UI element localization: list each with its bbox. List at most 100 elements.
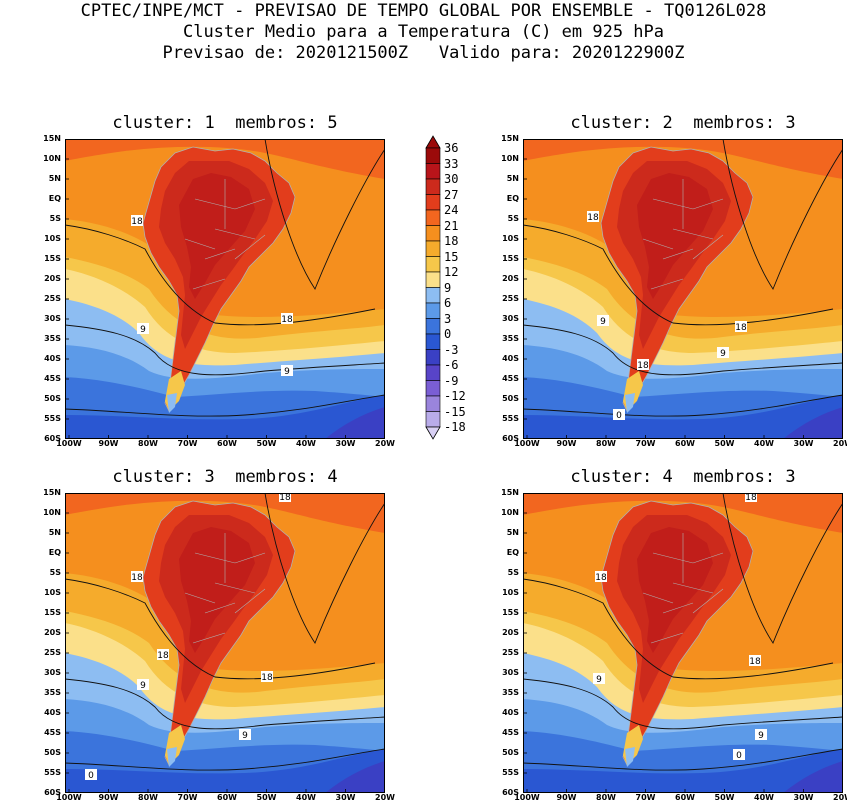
colorbar-label: 27	[444, 187, 459, 202]
lat-tick-label: 25S	[502, 294, 519, 303]
lon-tick-label: 100W	[514, 439, 540, 448]
lon-tick-label: 70W	[177, 439, 198, 448]
lat-tick-label: EQ	[506, 548, 519, 557]
contour-label: 0	[85, 769, 97, 781]
lon-tick-label: 50W	[256, 439, 277, 448]
colorbar-segment	[425, 256, 441, 273]
lat-tick-label: EQ	[506, 194, 519, 203]
colorbar-segment	[425, 411, 441, 428]
svg-text:18: 18	[157, 651, 169, 661]
lat-tick-label: 45S	[502, 374, 519, 383]
lon-tick-label: 40W	[754, 439, 774, 448]
title-line-2: Cluster Medio para a Temperatura (C) em …	[182, 22, 665, 42]
contour-label: 18	[157, 649, 169, 661]
colorbar-segment	[425, 364, 441, 381]
lat-tick-label: 55S	[44, 414, 61, 423]
colorbar-label: -6	[444, 358, 459, 372]
lat-tick-label: 5S	[507, 568, 519, 577]
title-line-1: CPTEC/INPE/MCT - PREVISAO DE TEMPO GLOBA…	[80, 1, 767, 21]
lat-tick-label: 45S	[44, 374, 61, 383]
lat-tick-label: EQ	[48, 548, 61, 557]
colorbar-label: -15	[444, 404, 466, 419]
colorbar-label: 3	[444, 311, 452, 326]
panel-2-title: cluster: 2 membros: 3	[570, 113, 796, 133]
colorbar-segment	[425, 380, 441, 397]
svg-text:18: 18	[595, 573, 607, 583]
colorbar-label: 9	[444, 280, 452, 295]
contour-label: 0	[613, 409, 625, 421]
contour-label: 18	[281, 313, 293, 325]
svg-text:18: 18	[735, 323, 747, 333]
colorbar-label: 30	[444, 172, 459, 186]
lat-tick-label: 30S	[44, 314, 61, 323]
lat-tick-label: 40S	[502, 708, 519, 717]
svg-text:18: 18	[281, 315, 293, 325]
colorbar-segment	[425, 333, 441, 350]
contour-label: 9	[717, 347, 729, 359]
contour-label: 9	[593, 673, 605, 685]
contour-9	[523, 324, 843, 376]
colorbar-label: 0	[444, 327, 452, 341]
lon-tick-label: 90W	[98, 439, 119, 448]
colorbar-segment	[425, 349, 441, 366]
contour-label: 9	[755, 729, 767, 741]
contour-0	[65, 748, 385, 771]
lat-tick-label: 20S	[44, 628, 61, 637]
lon-tick-label: 80W	[138, 793, 158, 802]
contour-0	[523, 394, 843, 417]
lon-tick-label: 60W	[675, 439, 695, 448]
lat-tick-label: 15N	[501, 488, 519, 497]
map-panel-cluster-2: 18 18 9 18 9 0	[523, 139, 843, 439]
lat-tick-label: 60S	[44, 788, 61, 797]
svg-text:0: 0	[88, 771, 94, 781]
svg-text:9: 9	[140, 681, 146, 691]
colorbar-segment	[425, 163, 441, 180]
colorbar-label: 21	[444, 218, 459, 233]
lat-tick-label: 35S	[44, 688, 61, 697]
svg-text:9: 9	[758, 731, 764, 741]
colorbar-label: 18	[444, 234, 459, 248]
svg-text:9: 9	[720, 349, 726, 359]
lon-tick-label: 80W	[596, 793, 616, 802]
lat-tick-label: 35S	[502, 688, 519, 697]
lon-tick-label: 70W	[177, 793, 198, 802]
lat-tick-label: 15S	[44, 254, 61, 263]
lon-tick-label: 40W	[754, 793, 774, 802]
lat-tick-label: 15S	[44, 608, 61, 617]
lat-tick-label: 20S	[502, 274, 519, 283]
lat-tick-label: 30S	[502, 314, 519, 323]
svg-text:18: 18	[261, 673, 273, 683]
svg-text:18: 18	[131, 573, 143, 583]
map-panel-cluster-3: 18 18 18 18 9 9 0	[65, 493, 385, 793]
lat-tick-label: 10N	[43, 508, 61, 517]
lon-tick-label: 70W	[635, 793, 656, 802]
map-panel-cluster-4: 18 18 18 9 9 0	[523, 493, 843, 793]
colorbar-label: 6	[444, 296, 452, 310]
contour-label: 18	[735, 321, 747, 333]
lat-tick-label: 25S	[44, 294, 61, 303]
lat-tick-label: 55S	[502, 414, 519, 423]
colorbar-segment	[425, 194, 441, 211]
colorbar-label: 33	[444, 156, 459, 171]
svg-text:9: 9	[596, 675, 602, 685]
lon-tick-label: 100W	[514, 793, 540, 802]
lat-tick-label: 35S	[502, 334, 519, 343]
contour-18	[65, 578, 376, 680]
title-line-3: Previsao de: 2020121500Z Valido para: 20…	[162, 43, 685, 63]
lon-tick-label: 100W	[56, 793, 82, 802]
lon-tick-label: 60W	[675, 793, 695, 802]
lon-tick-label: 50W	[714, 439, 735, 448]
lon-tick-label: 90W	[556, 793, 577, 802]
lat-tick-label: 50S	[502, 394, 519, 403]
colorbar-label: 24	[444, 203, 459, 217]
lon-tick-label: 90W	[556, 439, 577, 448]
colorbar-label: 15	[444, 249, 459, 264]
lon-tick-label: 30W	[335, 793, 356, 802]
colorbar-segment	[425, 178, 441, 195]
lat-tick-label: 10S	[502, 588, 519, 597]
colorbar-arrow-bottom	[425, 426, 441, 440]
map-panel-cluster-1: 18 18 9 9	[65, 139, 385, 439]
lat-tick-label: 60S	[44, 434, 61, 443]
contour-label: 18	[595, 571, 607, 583]
lat-tick-label: 15S	[502, 608, 519, 617]
